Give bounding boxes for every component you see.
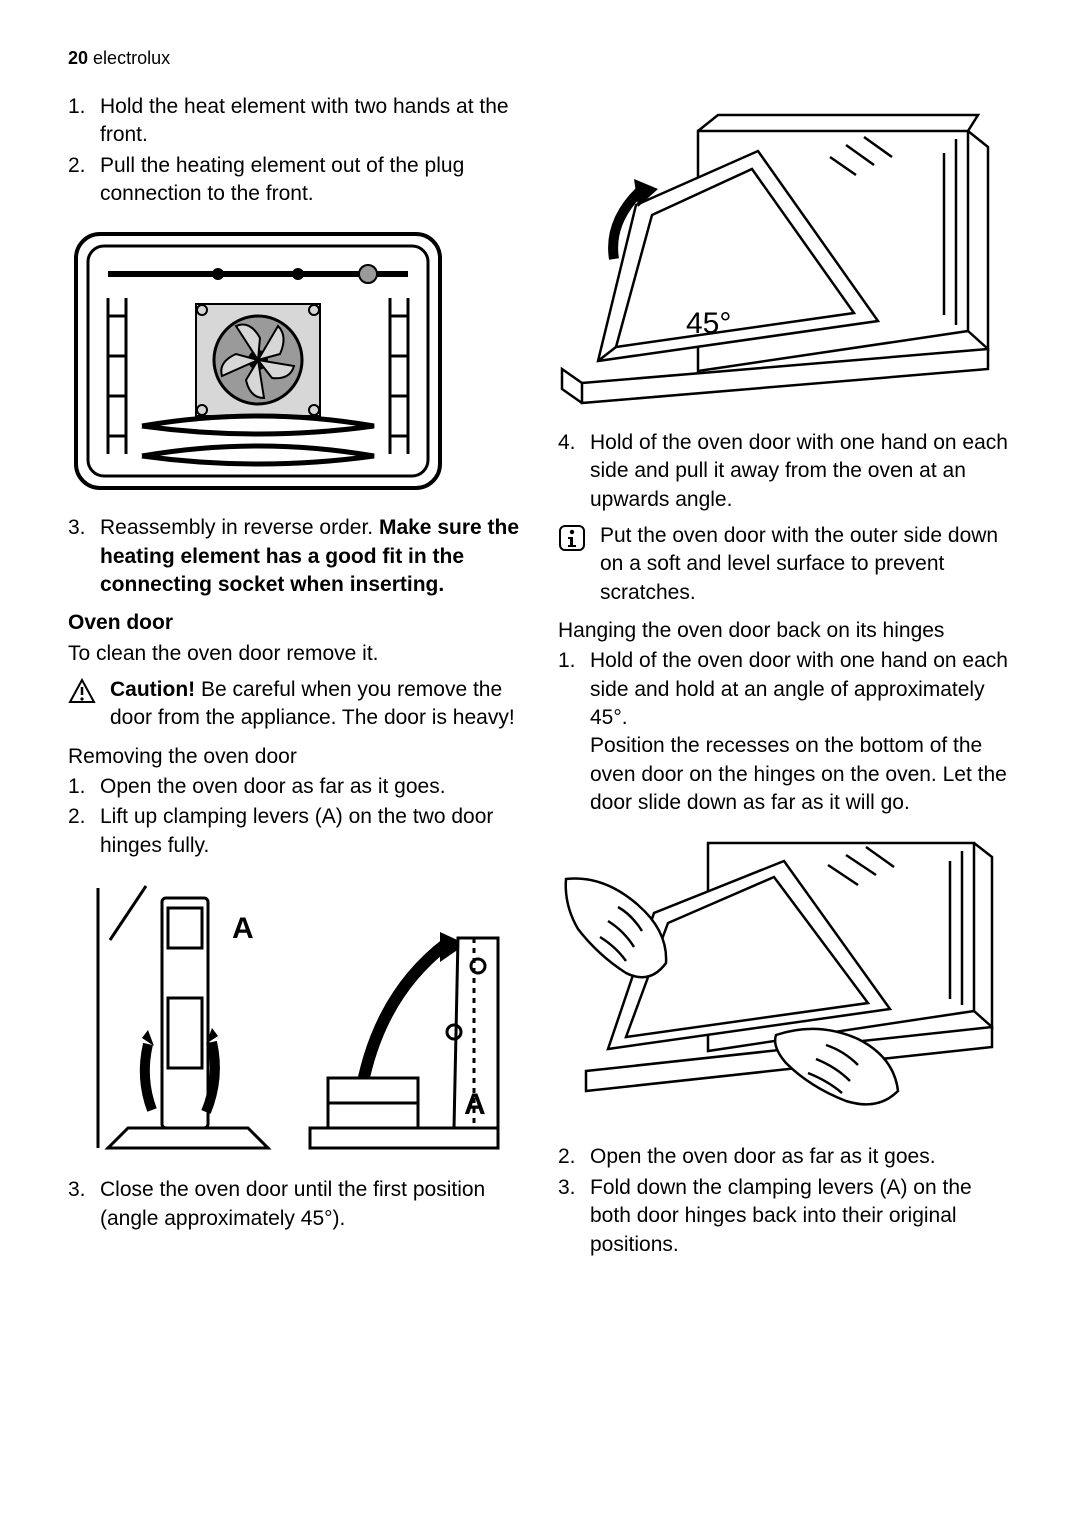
info-note: Put the oven door with the outer side do…: [558, 522, 1012, 607]
list-item: 2.Open the oven door as far as it goes.: [558, 1143, 1012, 1171]
svg-text:A: A: [464, 1088, 486, 1121]
list-item: 2.Lift up clamping levers (A) on the two…: [68, 803, 522, 860]
info-text: Put the oven door with the outer side do…: [600, 522, 1012, 607]
list-item: 3.Reassembly in reverse order. Make sure…: [68, 514, 522, 599]
step-3-reassembly: 3.Reassembly in reverse order. Make sure…: [68, 514, 522, 599]
figure-hands-door: [558, 835, 1012, 1125]
brand-name: electrolux: [93, 48, 170, 68]
angle-label: 45°: [686, 307, 731, 340]
step-4: 4.Hold of the oven door with one hand on…: [558, 429, 1012, 514]
page-header: 20 electrolux: [68, 48, 1012, 69]
page-number: 20: [68, 48, 88, 68]
figure-hinges: A A: [68, 878, 522, 1158]
figure-door-45: 45°: [558, 111, 1012, 411]
two-column-layout: 1.Hold the heat element with two hands a…: [68, 93, 1012, 1261]
heading-hanging-door: Hanging the oven door back on its hinges: [558, 617, 1012, 645]
removing-step-3: 3.Close the oven door until the first po…: [68, 1176, 522, 1233]
hanging-steps-23: 2.Open the oven door as far as it goes. …: [558, 1143, 1012, 1258]
figure-oven-interior: [68, 226, 522, 496]
list-item: 1.Hold the heat element with two hands a…: [68, 93, 522, 150]
warning-icon: [68, 678, 96, 704]
list-item: 1.Open the oven door as far as it goes.: [68, 773, 522, 801]
oven-door-intro: To clean the oven door remove it.: [68, 640, 522, 668]
left-column: 1.Hold the heat element with two hands a…: [68, 93, 522, 1261]
info-icon: [558, 524, 586, 552]
removing-steps: 1.Open the oven door as far as it goes. …: [68, 773, 522, 860]
svg-text:A: A: [232, 912, 254, 945]
right-column: 45° 4.Hold of the oven door with one han…: [558, 93, 1012, 1261]
list-item: 2.Pull the heating element out of the pl…: [68, 152, 522, 209]
hanging-step-1: 1. Hold of the oven door with one hand o…: [558, 647, 1012, 817]
list-item: 1. Hold of the oven door with one hand o…: [558, 647, 1012, 817]
list-item: 3.Close the oven door until the first po…: [68, 1176, 522, 1233]
heading-oven-door: Oven door: [68, 609, 522, 637]
list-item: 3.Fold down the clamping levers (A) on t…: [558, 1174, 1012, 1259]
caution-note: Caution! Be careful when you remove the …: [68, 676, 522, 733]
heading-removing-door: Removing the oven door: [68, 743, 522, 771]
caution-label: Caution!: [110, 678, 195, 701]
steps-heating-element: 1.Hold the heat element with two hands a…: [68, 93, 522, 208]
list-item: 4.Hold of the oven door with one hand on…: [558, 429, 1012, 514]
